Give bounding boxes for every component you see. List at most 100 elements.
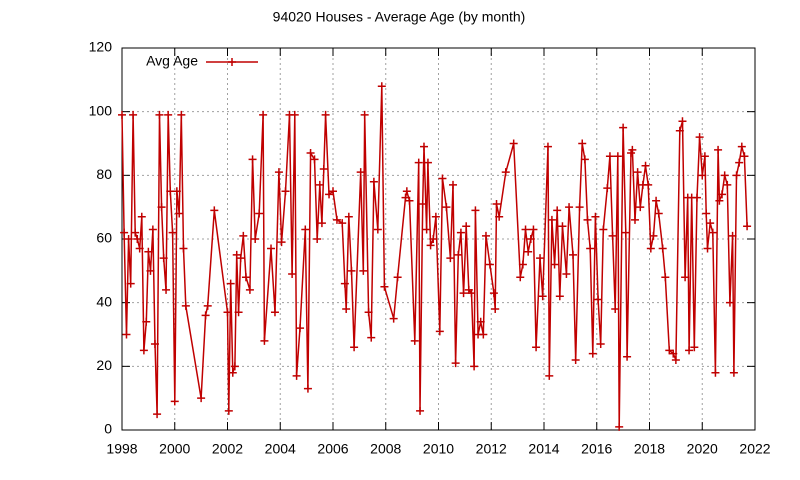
data-point [501, 168, 510, 177]
data-point [596, 340, 605, 349]
data-point [641, 161, 650, 170]
data-point [470, 362, 479, 371]
data-point [373, 225, 382, 234]
data-point [223, 308, 232, 317]
data-point [652, 196, 661, 205]
data-point [459, 289, 468, 298]
legend-label: Avg Age [146, 53, 198, 69]
data-point [698, 171, 707, 180]
data-point [281, 187, 290, 196]
data-point [303, 384, 312, 393]
data-point [181, 301, 190, 310]
data-point [377, 82, 386, 91]
data-point [329, 187, 337, 196]
data-point [619, 123, 628, 132]
data-point [197, 394, 206, 403]
data-point [608, 231, 617, 240]
data-point [735, 158, 744, 167]
data-point [575, 203, 584, 212]
x-tick-label: 2000 [159, 441, 190, 457]
data-point [168, 228, 177, 237]
data-point [270, 308, 279, 317]
data-point [423, 158, 432, 167]
data-point [364, 308, 373, 317]
data-point [700, 152, 709, 161]
data-point [630, 215, 639, 224]
data-point [122, 330, 131, 339]
data-point [226, 279, 235, 288]
data-point [532, 343, 541, 352]
x-tick-label: 2008 [370, 441, 401, 457]
data-point [702, 209, 711, 218]
data-point [393, 273, 402, 282]
data-point [476, 317, 485, 326]
data-point [550, 260, 559, 269]
x-tick-label: 2010 [423, 441, 454, 457]
data-point [410, 336, 419, 345]
x-tick-label: 2004 [265, 441, 296, 457]
data-point [177, 110, 186, 119]
data-point [402, 187, 411, 196]
data-point [120, 228, 129, 237]
data-point [321, 110, 330, 119]
y-tick-label: 20 [96, 357, 112, 373]
data-point [313, 235, 322, 243]
data-point [135, 244, 144, 253]
data-point [603, 184, 612, 193]
data-point [210, 206, 219, 215]
data-point [725, 298, 734, 307]
y-tick-label: 0 [104, 421, 112, 437]
data-point [426, 241, 435, 250]
x-tick-label: 2022 [739, 441, 770, 457]
data-point [623, 352, 632, 361]
data-point [706, 219, 715, 228]
data-point [164, 110, 173, 119]
data-point [431, 212, 440, 221]
data-point [658, 244, 667, 253]
data-point [467, 289, 476, 298]
data-point [451, 359, 460, 368]
data-point [367, 333, 376, 342]
data-point [259, 110, 268, 119]
data-point [454, 250, 463, 259]
data-point [545, 371, 554, 380]
data-point [654, 209, 663, 218]
y-tick-label: 120 [89, 39, 113, 55]
data-point [591, 212, 600, 221]
data-point [260, 336, 269, 345]
data-point [142, 317, 151, 326]
data-point [613, 152, 622, 161]
data-point [234, 308, 243, 317]
data-point [129, 110, 138, 119]
data-point [153, 410, 162, 419]
data-point [131, 228, 140, 237]
data-point [678, 117, 687, 126]
data-point [649, 231, 658, 240]
x-tick-label: 2018 [634, 441, 665, 457]
data-point [356, 168, 365, 177]
data-point [224, 406, 233, 415]
data-point [203, 301, 212, 310]
data-point [580, 155, 589, 164]
data-point [179, 244, 188, 253]
data-point [553, 206, 562, 215]
data-point [144, 247, 153, 256]
data-point [157, 203, 166, 212]
data-point [583, 215, 592, 224]
data-point [315, 180, 324, 189]
data-point [442, 203, 451, 212]
data-point [599, 225, 608, 234]
data-point [569, 250, 578, 259]
x-tick-label: 2002 [212, 441, 243, 457]
data-point [479, 330, 488, 339]
data-point [543, 142, 552, 151]
data-point [526, 235, 535, 243]
data-point [720, 171, 729, 180]
data-point [708, 228, 717, 237]
data-point [438, 174, 447, 183]
data-point [405, 196, 414, 205]
data-point [245, 285, 254, 294]
data-point [715, 196, 724, 205]
data-point [471, 206, 480, 215]
data-point [714, 145, 723, 154]
